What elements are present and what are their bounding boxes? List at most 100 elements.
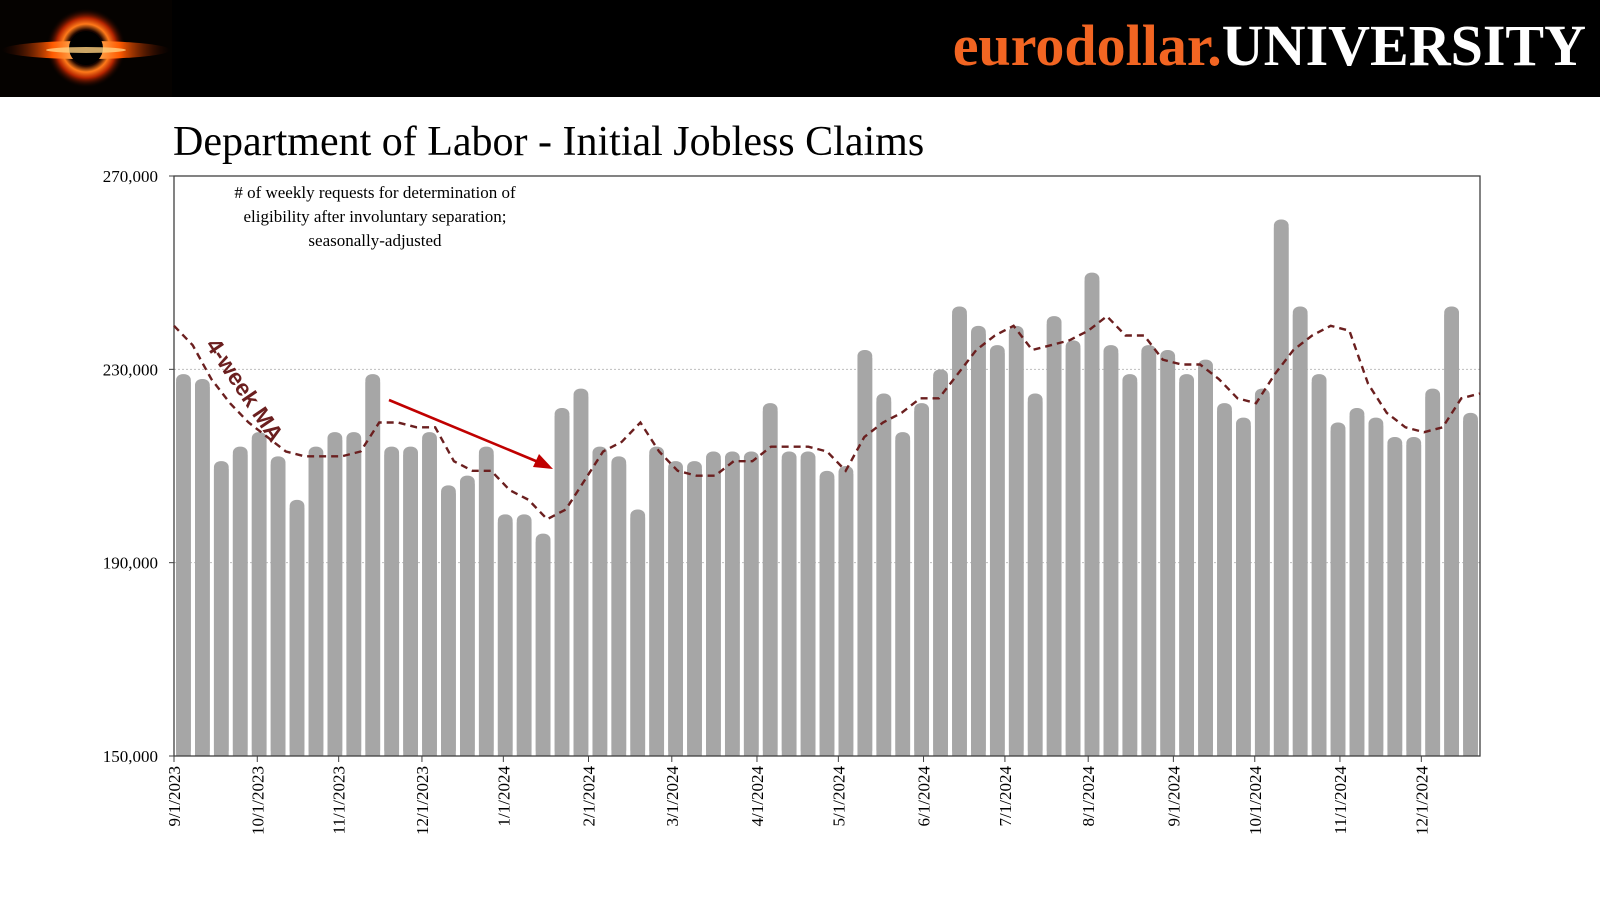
bar-base bbox=[308, 454, 324, 756]
bar-base bbox=[1444, 314, 1459, 756]
bar-base bbox=[762, 411, 778, 756]
ma-line bbox=[173, 314, 1481, 521]
bar-base bbox=[630, 517, 646, 756]
x-tick-label: 11/1/2023 bbox=[330, 766, 349, 834]
chart-note: # of weekly requests for determination o… bbox=[190, 181, 560, 253]
x-tick-label: 7/1/2024 bbox=[996, 766, 1015, 827]
chart-note-line-1: # of weekly requests for determination o… bbox=[234, 183, 516, 202]
x-tick-label: 4/1/2024 bbox=[748, 766, 767, 827]
bar-base bbox=[1217, 411, 1232, 756]
brand-wordmark: eurodollar.UNIVERSITY bbox=[953, 10, 1586, 82]
bar-base bbox=[668, 469, 683, 756]
x-tick-label: 9/1/2024 bbox=[1164, 766, 1183, 827]
bar-base bbox=[365, 382, 381, 756]
bar-base bbox=[1179, 382, 1195, 756]
y-tick-label: 230,000 bbox=[103, 360, 158, 379]
x-tick-label: 5/1/2024 bbox=[829, 766, 848, 827]
chart-note-line-2: eligibility after involuntary separation… bbox=[243, 207, 507, 226]
x-tick-label: 10/1/2024 bbox=[1246, 766, 1265, 835]
bar-base bbox=[289, 507, 305, 756]
bar-base bbox=[971, 333, 986, 756]
brand-eurodollar: eurodollar. bbox=[952, 13, 1222, 78]
brand-university: UNIVERSITY bbox=[1221, 13, 1586, 78]
bar-base bbox=[857, 358, 873, 756]
y-tick-label: 150,000 bbox=[103, 747, 158, 766]
bar-base bbox=[1368, 425, 1384, 756]
bar-base bbox=[1387, 445, 1403, 756]
x-tick-label: 1/1/2024 bbox=[494, 766, 513, 827]
x-tick-label: 9/1/2023 bbox=[165, 766, 184, 826]
bar-base bbox=[535, 541, 551, 756]
bar-base bbox=[346, 440, 362, 756]
bar-base bbox=[1103, 353, 1119, 756]
bar-base bbox=[1406, 445, 1422, 756]
bar-base bbox=[1311, 382, 1327, 756]
bar-base bbox=[1198, 367, 1213, 756]
trend-arrow-shaft bbox=[388, 398, 544, 466]
bar-base bbox=[422, 440, 437, 756]
x-tick-label: 3/1/2024 bbox=[663, 766, 682, 827]
x-tick-label: 12/1/2024 bbox=[1412, 766, 1431, 835]
bar-base bbox=[1008, 333, 1024, 756]
bar-base bbox=[1273, 227, 1289, 756]
bar-base bbox=[649, 454, 665, 756]
trend-arrow-head bbox=[533, 454, 553, 469]
header-banner: eurodollar.UNIVERSITY bbox=[0, 0, 1600, 97]
bar-base bbox=[497, 522, 513, 756]
bar-base bbox=[989, 353, 1005, 756]
bar-base bbox=[743, 459, 759, 756]
bar-base bbox=[1141, 353, 1157, 756]
bar-base bbox=[232, 454, 248, 756]
bar-base bbox=[819, 478, 835, 756]
bar-base bbox=[933, 377, 948, 756]
bar-base bbox=[1463, 420, 1478, 756]
bar-base bbox=[573, 396, 589, 756]
bar-base bbox=[251, 440, 267, 756]
chart-note-line-3: seasonally-adjusted bbox=[308, 231, 442, 250]
bar-base bbox=[459, 483, 475, 756]
bar-base bbox=[478, 454, 494, 756]
bar-base bbox=[838, 474, 854, 756]
bar-base bbox=[1160, 358, 1176, 756]
bar-base bbox=[1254, 396, 1270, 756]
bar-base bbox=[403, 454, 418, 756]
bar-base bbox=[1292, 314, 1308, 756]
bar-base bbox=[554, 416, 570, 756]
bar-base bbox=[384, 454, 400, 756]
chart-title: Department of Labor - Initial Jobless Cl… bbox=[173, 119, 925, 165]
bar-base bbox=[1046, 324, 1062, 756]
bar-base bbox=[195, 387, 210, 756]
bar-base bbox=[270, 464, 286, 756]
bar-base bbox=[1122, 382, 1138, 756]
bar-base bbox=[516, 522, 532, 756]
bar-base bbox=[1084, 280, 1100, 756]
bar-base bbox=[724, 459, 740, 756]
bar-base bbox=[952, 314, 967, 756]
bar-base bbox=[327, 440, 343, 756]
x-tick-label: 2/1/2024 bbox=[580, 766, 599, 827]
bar-base bbox=[213, 469, 229, 756]
bar-base bbox=[876, 401, 892, 756]
bar-base bbox=[1236, 425, 1251, 756]
bar-base bbox=[895, 440, 911, 756]
bar-base bbox=[800, 459, 816, 756]
bar-base bbox=[611, 464, 627, 756]
x-tick-label: 8/1/2024 bbox=[1079, 766, 1098, 827]
bar-base bbox=[1027, 401, 1043, 756]
bar-base bbox=[914, 411, 930, 756]
bar-base bbox=[781, 459, 797, 756]
bar-base bbox=[1349, 416, 1365, 756]
bar-base bbox=[441, 493, 456, 756]
bar-base bbox=[1065, 348, 1081, 756]
y-tick-label: 270,000 bbox=[103, 167, 158, 186]
bar-base bbox=[1330, 430, 1346, 756]
black-hole-logo-icon bbox=[0, 0, 172, 97]
bar-base bbox=[706, 459, 721, 756]
x-tick-label: 12/1/2023 bbox=[413, 766, 432, 835]
plot-frame bbox=[173, 175, 1481, 757]
x-tick-label: 11/1/2024 bbox=[1331, 766, 1350, 835]
bar-base bbox=[1425, 396, 1441, 756]
ma-annotation: 4-week MA bbox=[201, 333, 289, 446]
bar-base bbox=[687, 469, 702, 756]
